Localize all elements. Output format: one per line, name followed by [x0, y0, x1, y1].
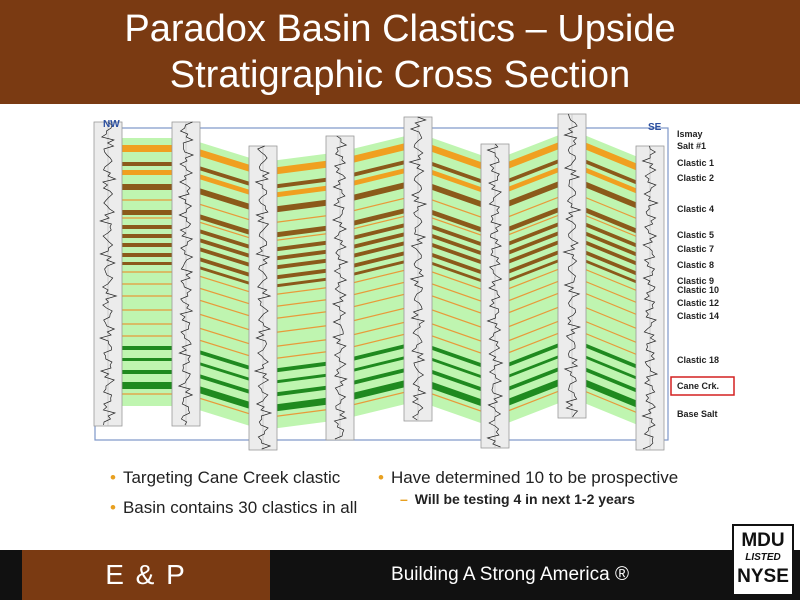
bullet-list: • Targeting Cane Creek clastic • Basin con… [110, 462, 710, 532]
layer-label: Clastic 14 [677, 311, 719, 321]
layer-label: Clastic 8 [677, 260, 714, 270]
layer-label: Cane Crk. [677, 381, 719, 391]
log-curve [253, 145, 273, 450]
layer-band [108, 350, 650, 385]
layer-label: Clastic 4 [677, 204, 714, 214]
layer-label: Clastic 5 [677, 230, 714, 240]
well-log [93, 121, 123, 427]
log-curve [332, 135, 349, 440]
layer-band [108, 362, 650, 398]
se-label: SE [648, 122, 662, 133]
layer-band [108, 217, 650, 253]
bullet-left-1: • Targeting Cane Creek clastic [110, 468, 341, 487]
layer-label: Ismay [677, 129, 703, 139]
log-curve [408, 116, 428, 421]
bullet-right-1: • Have determined 10 to be prospective [378, 468, 679, 487]
well-log [635, 145, 665, 451]
title-bar [0, 0, 800, 104]
log-curve [99, 121, 118, 426]
bullet-left-2: • Basin contains 30 clastics in all [110, 498, 358, 517]
layer-band [108, 254, 650, 289]
layer-label: Clastic 12 [677, 298, 719, 308]
footer-segment-block [22, 550, 270, 600]
slide-title-line-1: Paradox Basin Clastics – Upside [124, 8, 676, 50]
well-logs [93, 113, 665, 451]
slide-title: Paradox Basin Clastics – Upside Stratigr… [0, 6, 800, 98]
layer-label: Clastic 2 [677, 173, 714, 183]
nw-label: NW [103, 119, 120, 130]
well-log [325, 135, 355, 441]
well-log [248, 145, 278, 451]
layer-label: Clastic 10 [677, 285, 719, 295]
cross-section-diagram: NW SE Ismay Salt #1 Clastic 1 Clastic 2 Clas… [93, 113, 735, 451]
mdu-nyse-logo: MDU LISTED NYSE [732, 524, 794, 596]
bullet-dot-icon: • [110, 498, 116, 517]
cane-creek-highlight-box [670, 376, 735, 396]
log-curve [641, 145, 659, 450]
bullet-dot-icon: • [110, 468, 116, 487]
bullet-dot-icon: • [378, 468, 384, 487]
layer-band [108, 176, 650, 214]
layer-band [108, 162, 650, 199]
well-log [480, 143, 510, 449]
well-log [171, 121, 201, 427]
well-log [557, 113, 587, 419]
layer-labels: Ismay Salt #1 Clastic 1 Clastic 2 Clastic 4 C… [670, 129, 735, 419]
layer-band [108, 245, 650, 281]
layer-label: Clastic 1 [677, 158, 714, 168]
layer-band [108, 202, 650, 239]
slide-title-line-2: Stratigraphic Cross Section [169, 54, 631, 96]
log-curve [177, 121, 195, 426]
layer-label: Clastic 18 [677, 355, 719, 365]
layer-label: Base Salt [677, 409, 718, 419]
log-curve [562, 113, 582, 418]
footer-tagline: Building A Strong America ® [391, 564, 629, 585]
layer-label: Clastic 7 [677, 244, 714, 254]
log-curve [486, 143, 504, 448]
bullet-right-sub-1: – Will be testing 4 in next 1-2 years [400, 491, 635, 507]
layer-label: Salt #1 [677, 141, 706, 151]
layer-band [108, 154, 650, 190]
layer-band [108, 374, 650, 413]
footer-segment-label: E & P [105, 559, 187, 590]
well-log [403, 116, 433, 422]
layer-band [108, 226, 650, 262]
dash-icon: – [400, 491, 408, 507]
layer-band [108, 137, 650, 176]
layer-band [108, 338, 650, 374]
layer-label: Clastic 9 [677, 276, 714, 286]
layer-band [108, 235, 650, 271]
